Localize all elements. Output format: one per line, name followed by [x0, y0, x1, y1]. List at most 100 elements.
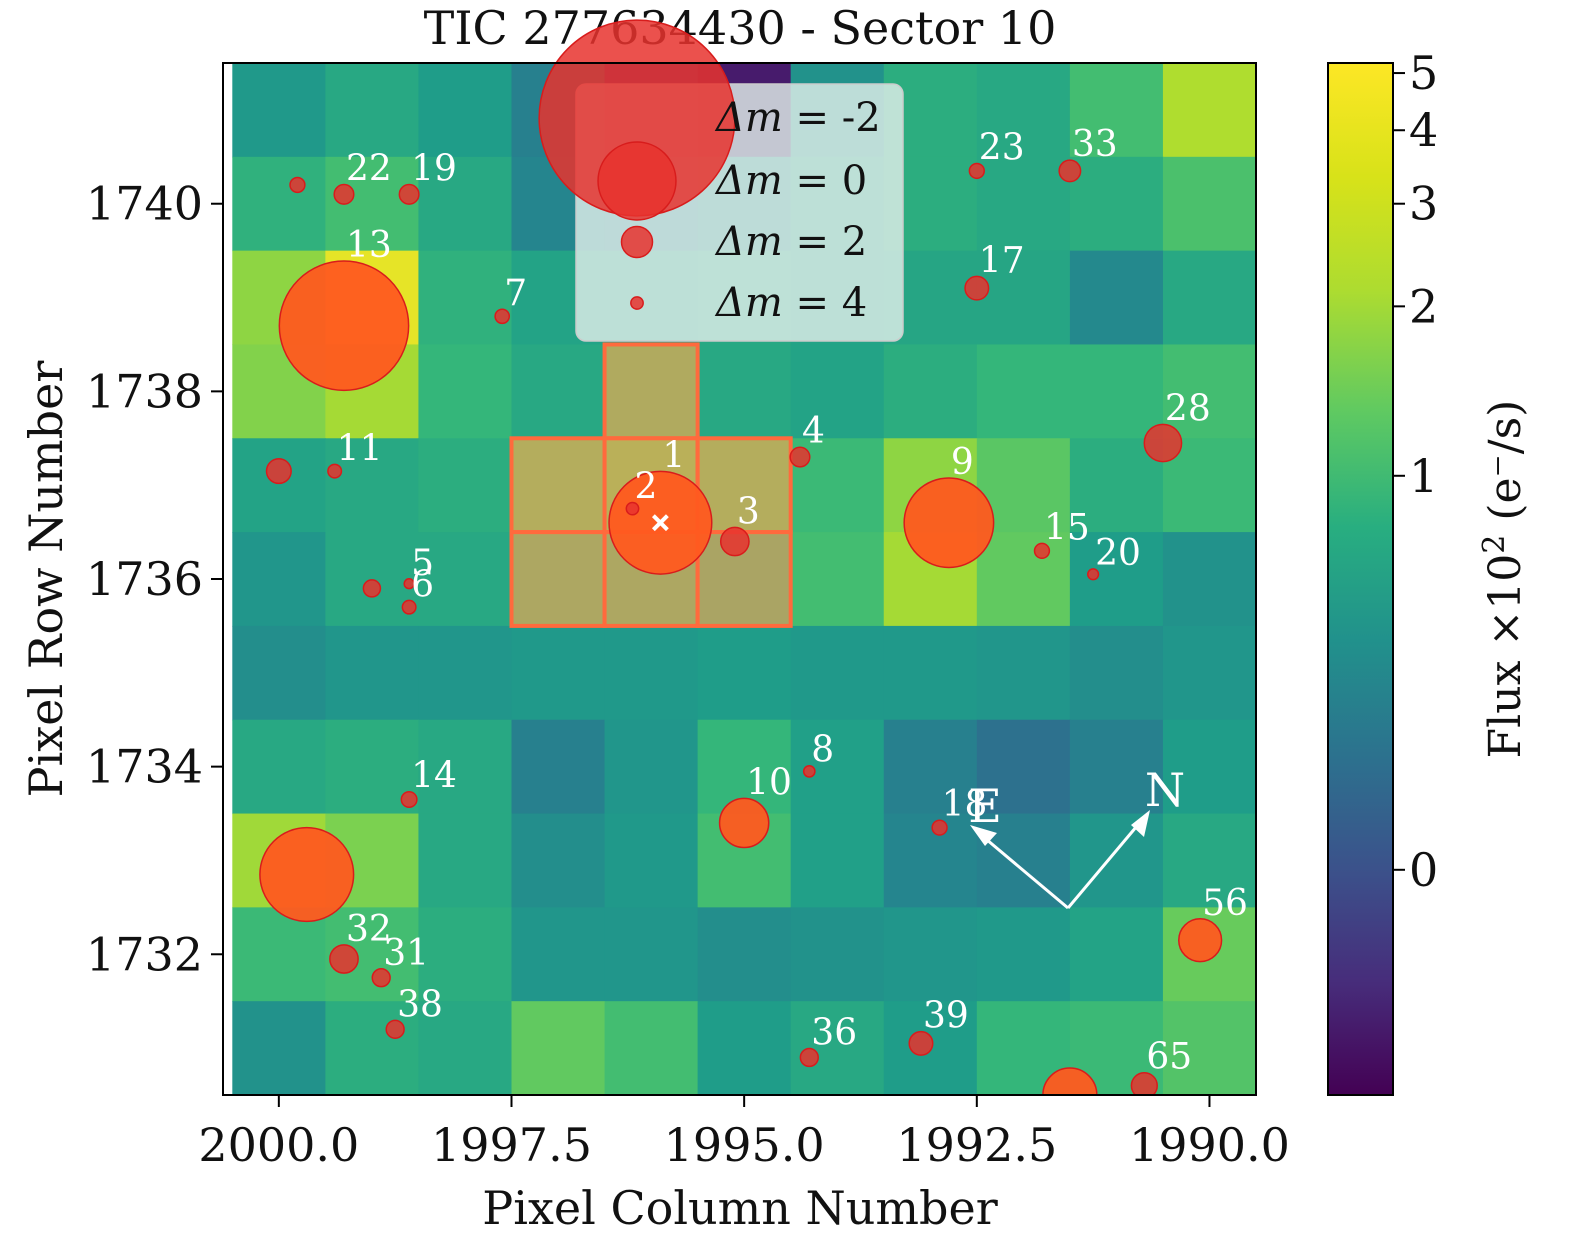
x-axis: 2000.0 1997.5 1995.0 1992.5 1990.0	[198, 1095, 1290, 1172]
legend-symbol: Δm	[714, 219, 783, 265]
star-label: 15	[1044, 507, 1090, 548]
heatmap-cell	[1162, 625, 1256, 721]
star-label: 38	[397, 984, 443, 1025]
x-tick-label: 2000.0	[198, 1118, 359, 1172]
heatmap-cell	[511, 907, 606, 1002]
star-marker	[968, 162, 985, 180]
colorbar-tick-label: 1	[1409, 449, 1438, 503]
star-marker	[400, 790, 418, 808]
star-label: 5	[411, 543, 434, 584]
x-tick-label: 1997.5	[431, 1118, 592, 1172]
heatmap-cell	[1069, 250, 1164, 346]
legend-value: = 4	[783, 280, 867, 326]
heatmap-cell	[1162, 813, 1256, 908]
colorbar-tick-label: 3	[1409, 177, 1438, 231]
heatmap-cell	[883, 344, 978, 439]
star-marker	[333, 183, 355, 205]
x-tick-label: 1990.0	[1129, 1118, 1290, 1172]
star-marker	[371, 968, 391, 988]
colorbar-label-exp: 2	[1477, 535, 1512, 554]
heatmap-cell	[418, 532, 513, 627]
heatmap-cell	[604, 719, 699, 815]
heatmap-cell	[418, 1001, 513, 1095]
heatmap-cell	[511, 1001, 606, 1095]
y-tick-label: 1732	[86, 927, 203, 981]
heatmap-cell	[1162, 344, 1256, 439]
legend-label: Δm = 0	[714, 158, 867, 204]
heatmap-cell	[1162, 156, 1256, 252]
heatmap-cell	[232, 719, 326, 815]
colorbar-label: Flux ×102 (e⁻/s)	[1477, 400, 1531, 759]
star-marker	[802, 764, 816, 778]
compass-east-label: E	[968, 779, 1002, 833]
heatmap-cell	[418, 250, 513, 346]
star-label: 6	[411, 564, 434, 605]
star-label: 9	[951, 442, 974, 483]
star-marker	[494, 308, 511, 325]
x-tick-label: 1995.0	[664, 1118, 825, 1172]
star-marker	[1042, 1067, 1098, 1095]
star-label: 39	[923, 996, 969, 1037]
star-marker	[718, 797, 770, 849]
legend-value: = 2	[783, 219, 867, 265]
star-label: 33	[1072, 124, 1118, 165]
heatmap-cell	[883, 813, 978, 908]
legend-marker	[620, 225, 654, 259]
star-marker	[401, 599, 417, 615]
legend-value: = -2	[783, 95, 881, 141]
compass-east-arrowhead	[970, 825, 997, 846]
heatmap-cell	[418, 813, 513, 908]
heatmap-cell	[1162, 250, 1256, 346]
star-label: 2	[634, 466, 657, 507]
star-marker	[931, 819, 948, 836]
compass-north-label: N	[1145, 763, 1185, 817]
heatmap-cell	[232, 532, 326, 627]
legend-label: Δm = 2	[714, 219, 867, 265]
heatmap-cell	[325, 625, 420, 721]
star-marker	[403, 578, 415, 590]
aperture-pixel	[602, 342, 700, 441]
heatmap-cell	[1069, 532, 1164, 627]
legend-marker	[597, 141, 677, 221]
target-cross-line	[651, 514, 669, 532]
heatmap-cell	[511, 625, 606, 721]
heatmap-cell	[1162, 532, 1256, 627]
star-label: 19	[411, 149, 457, 190]
heatmap-cell	[883, 625, 978, 721]
heatmap-cell	[1069, 907, 1164, 1002]
x-axis-label: Pixel Column Number	[482, 1181, 997, 1235]
star-label: 28	[1165, 388, 1211, 429]
heatmap-cell	[418, 63, 513, 158]
star-marker	[789, 446, 811, 468]
star-label: 31	[383, 933, 429, 974]
compass-north-arrow	[1066, 819, 1144, 909]
legend-marker	[630, 296, 644, 310]
heatmap-cell	[1069, 156, 1164, 252]
aperture-pixel	[509, 436, 607, 535]
compass-east-arrow	[979, 832, 1069, 910]
heatmap-cell	[976, 250, 1071, 346]
heatmap-cell	[418, 438, 513, 533]
heatmap-cell	[790, 1001, 885, 1095]
heatmap-cell	[232, 156, 326, 252]
star-label: 4	[802, 411, 825, 452]
heatmap-cell	[976, 156, 1071, 252]
y-tick-label: 1736	[86, 552, 203, 606]
colorbar-ticks: 0 1 2 3 45	[1393, 46, 1438, 897]
heatmap-cell	[604, 625, 699, 721]
heatmap-cell	[976, 344, 1071, 439]
heatmap-cell	[325, 63, 420, 158]
star-marker	[398, 183, 420, 205]
colorbar-label-main: Flux ×10	[1480, 554, 1531, 759]
heatmap-cell	[511, 344, 606, 439]
colorbar-tick-label: 5	[1409, 46, 1438, 100]
heatmap-cell	[232, 63, 326, 158]
star-marker	[385, 1019, 405, 1040]
star-marker	[327, 463, 343, 479]
legend-symbol: Δm	[714, 158, 783, 204]
star-marker	[1058, 159, 1082, 183]
legend-value: = 0	[783, 158, 867, 204]
colorbar-tick-label: 2	[1409, 279, 1438, 333]
heatmap-cell	[325, 438, 420, 533]
